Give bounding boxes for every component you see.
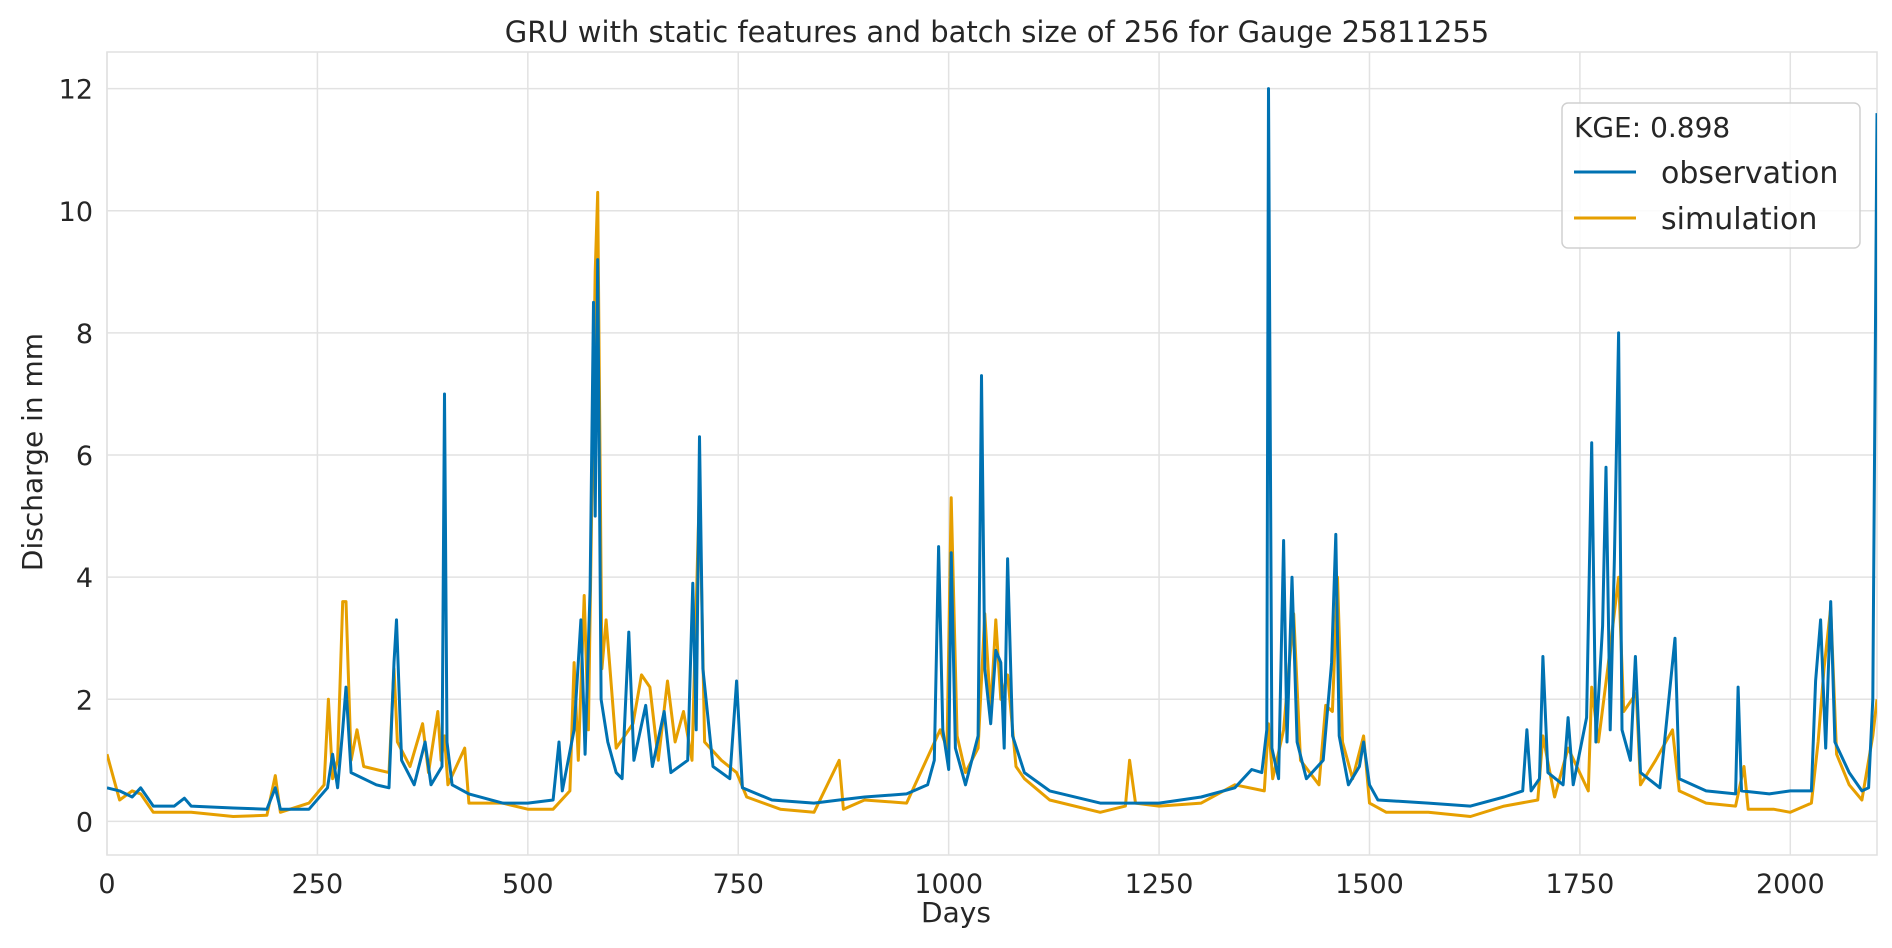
y-tick-label: 0 <box>76 807 93 838</box>
x-tick-label: 250 <box>292 869 344 900</box>
series <box>107 87 1877 818</box>
x-tick-label: 1250 <box>1125 869 1194 900</box>
x-axis-label: Days <box>921 896 991 929</box>
y-tick-label: 6 <box>76 441 93 472</box>
y-tick-label: 10 <box>59 197 93 228</box>
x-tick-label: 500 <box>502 869 554 900</box>
y-tick-label: 2 <box>76 685 93 716</box>
legend-box <box>1561 102 1861 249</box>
y-tick-label: 12 <box>59 75 93 106</box>
x-tick-label: 2000 <box>1756 869 1825 900</box>
legend-label-observation: observation <box>1661 156 1838 191</box>
series-line-observation <box>107 87 1877 811</box>
y-tick-label: 4 <box>76 563 93 594</box>
x-tick-label: 750 <box>712 869 764 900</box>
x-tick-label: 1750 <box>1546 869 1615 900</box>
y-axis-label: Discharge in mm <box>16 333 49 571</box>
chart-title: GRU with static features and batch size … <box>505 15 1490 49</box>
legend: KGE: 0.898 observation simulation <box>1561 102 1861 249</box>
x-tick-label: 1500 <box>1335 869 1404 900</box>
x-tick-labels: 0 250 500 750 1000 1250 1500 1750 2000 <box>98 869 1824 900</box>
x-tick-label: 0 <box>98 869 115 900</box>
legend-label-simulation: simulation <box>1661 202 1817 237</box>
legend-title: KGE: 0.898 <box>1574 111 1730 144</box>
x-tick-label: 1000 <box>914 869 983 900</box>
y-tick-labels: 0 2 4 6 8 10 12 <box>59 75 93 839</box>
y-tick-label: 8 <box>76 319 93 350</box>
